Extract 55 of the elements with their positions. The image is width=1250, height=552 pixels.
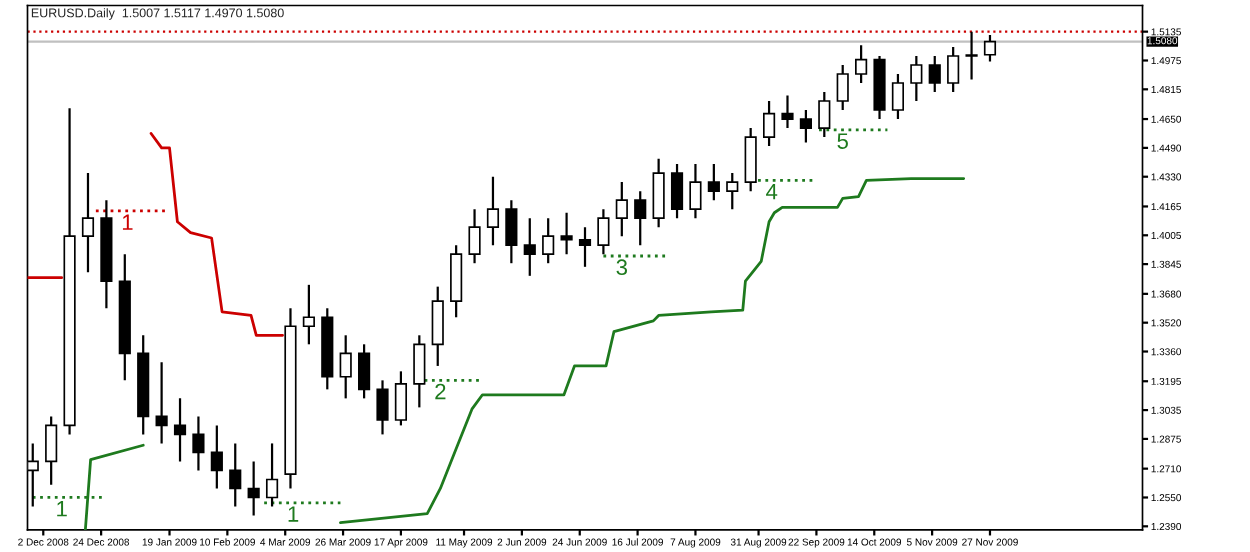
candlestick — [799, 108, 812, 144]
candlestick — [947, 45, 960, 94]
candlestick — [486, 175, 500, 247]
annotation: 1 — [288, 506, 299, 522]
annotation: 2 — [435, 383, 446, 400]
candlestick — [229, 442, 242, 508]
candlestick — [155, 361, 168, 445]
candlestick — [45, 415, 58, 486]
candlestick — [652, 157, 665, 229]
candlestick — [891, 72, 905, 121]
candlestick — [358, 343, 371, 400]
candlestick — [707, 162, 720, 202]
candlestick — [376, 379, 389, 436]
candlestick — [542, 217, 555, 265]
candlestick — [910, 54, 923, 103]
candlestick — [450, 244, 463, 319]
candlestick — [560, 211, 573, 256]
candlestick — [468, 208, 481, 265]
candlestick — [634, 190, 647, 247]
candlestick — [578, 226, 592, 268]
candlestick — [615, 181, 628, 238]
candlestick — [762, 99, 776, 148]
candlestick — [983, 33, 997, 63]
annotation: 5 — [837, 133, 848, 149]
candlestick — [744, 126, 757, 193]
candlestick — [431, 285, 444, 368]
candlestick — [505, 199, 518, 265]
candlestick — [210, 424, 223, 490]
line-series — [339, 177, 966, 525]
candlestick — [818, 90, 831, 139]
candlestick — [781, 94, 794, 130]
annotation: 1 — [122, 214, 133, 230]
candlestick — [339, 334, 352, 400]
candlestick — [523, 217, 536, 277]
candlestick — [265, 442, 279, 508]
candlestick — [670, 162, 684, 220]
annotation: 4 — [766, 183, 778, 200]
candlestick — [192, 415, 205, 472]
candlestick — [81, 172, 95, 274]
candlestick — [928, 54, 941, 94]
candlestick — [413, 334, 426, 409]
candlestick — [726, 172, 739, 211]
candlestick — [173, 397, 187, 463]
annotation: 3 — [616, 259, 628, 276]
annotation: 1 — [57, 501, 67, 517]
candlestick — [394, 370, 408, 427]
line-series — [149, 132, 284, 337]
candlestick — [27, 442, 39, 508]
candlestick — [855, 44, 868, 85]
candlestick — [836, 63, 849, 112]
candlestick — [302, 283, 315, 346]
candlestick — [247, 460, 260, 517]
candlestick — [689, 162, 702, 220]
candlestick — [597, 208, 610, 256]
candlestick — [965, 30, 978, 81]
